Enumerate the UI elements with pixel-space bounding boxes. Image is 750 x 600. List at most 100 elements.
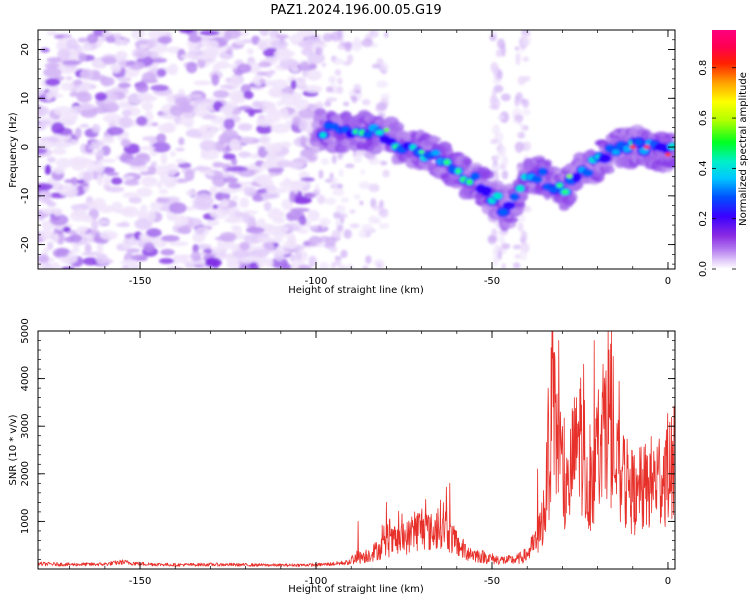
- spectrogram-blob: [571, 172, 582, 183]
- spectrogram-blob: [487, 234, 498, 245]
- spectrogram-blob: [76, 91, 93, 103]
- spectrogram-blob: [501, 262, 506, 269]
- spectrogram-blob: [53, 34, 64, 40]
- spectrogram-blob: [96, 243, 104, 255]
- spectrogram-blob: [300, 149, 315, 158]
- spectrogram-blob: [38, 253, 50, 264]
- spectrogram-blob: [272, 217, 286, 224]
- spectrogram-blob: [300, 61, 310, 72]
- spectrogram-blob: [46, 156, 56, 163]
- spectrogram-blob: [186, 61, 198, 74]
- spectrogram-blob: [99, 230, 118, 240]
- spectrogram-blob: [225, 166, 244, 172]
- spectrogram-blob: [80, 68, 94, 80]
- spectrogram-blob: [492, 78, 502, 84]
- spectrogram-blob: [61, 60, 82, 66]
- spectrogram-blob: [521, 34, 532, 47]
- spectrogram-blob: [70, 204, 89, 211]
- spectrogram-blob: [232, 249, 249, 259]
- spectrogram-blob: [147, 30, 167, 39]
- spectrogram-blob: [114, 51, 126, 61]
- spectrogram-blob: [143, 242, 155, 253]
- spectrogram-blob: [42, 265, 54, 269]
- spectrogram-blobs: [38, 30, 675, 269]
- spectrogram-blob: [136, 187, 153, 198]
- spectrogram-blob: [105, 172, 120, 177]
- spectrogram-blob: [222, 129, 239, 142]
- spectrogram-blob: [51, 122, 65, 134]
- spectrogram-blob: [103, 176, 111, 187]
- spectrogram-blob: [502, 201, 516, 210]
- spectrogram-blob: [100, 76, 115, 87]
- spectrogram-blob: [334, 69, 342, 76]
- snr-y-tick-label: 1000: [20, 509, 31, 534]
- spectrogram-blob: [289, 254, 296, 262]
- spectrogram-blob: [175, 158, 186, 164]
- spectrogram-blob: [82, 171, 92, 183]
- spectrogram-blob: [623, 145, 632, 153]
- spectrogram-blob: [321, 62, 327, 68]
- spectrogram-blob: [60, 82, 74, 91]
- spectrogram-blob: [382, 169, 390, 178]
- spectrogram-blob: [61, 266, 75, 269]
- spectrogram-blob: [360, 169, 365, 175]
- spectrogram-blob: [230, 225, 242, 230]
- spectrogram-blob: [224, 30, 242, 40]
- colorbar-gradient: [712, 30, 736, 269]
- spectrogram-blob: [158, 188, 168, 195]
- spectrogram-blob: [320, 157, 330, 165]
- spectrogram-blob: [522, 141, 532, 152]
- spectrogram-blob: [276, 101, 284, 107]
- spectrogram-blob: [232, 195, 239, 201]
- spectrogram-blob: [501, 155, 509, 167]
- spectrogram-blob: [279, 180, 299, 189]
- spectrogram-blob: [106, 126, 124, 136]
- spectrogram-blob: [69, 156, 89, 165]
- spectrogram-blob: [349, 209, 356, 214]
- spectrogram-blob: [428, 136, 442, 143]
- spectrogram-y-tick-label: -20: [20, 236, 31, 252]
- spectrogram-blob: [126, 248, 141, 253]
- spectrogram-blob: [95, 162, 105, 174]
- snr-x-tick-label: -100: [305, 576, 328, 587]
- spectrogram-blob: [166, 266, 184, 269]
- spectrogram-blob: [41, 196, 51, 204]
- spectrogram-blob: [498, 208, 509, 216]
- spectrogram-blob: [379, 62, 389, 72]
- spectrogram-blob: [495, 49, 502, 58]
- spectrogram-blob: [300, 135, 307, 148]
- spectrogram-blob: [134, 218, 153, 230]
- spectrogram-blob: [307, 52, 325, 64]
- spectrogram-blob: [47, 241, 54, 251]
- spectrogram-blob: [498, 236, 506, 244]
- spectrogram-blob: [270, 257, 289, 269]
- spectrogram-blob: [517, 141, 522, 148]
- spectrogram-blob: [338, 169, 344, 177]
- spectrogram-blob: [232, 91, 247, 104]
- spectrogram-blob: [117, 101, 131, 109]
- spectrogram-blob: [271, 79, 289, 90]
- spectrogram-blob: [149, 201, 164, 211]
- spectrogram-blob: [122, 238, 133, 250]
- spectrogram-x-tick-label: -150: [129, 276, 152, 287]
- spectrogram-blob: [96, 148, 105, 158]
- spectrogram-blob: [514, 113, 523, 120]
- spectrogram-blob: [286, 232, 296, 243]
- spectrogram-blob: [49, 214, 69, 226]
- spectrogram-blob: [322, 32, 333, 42]
- spectrogram-blob: [315, 183, 320, 194]
- spectrogram-blob: [110, 177, 123, 185]
- spectrogram-blob: [359, 200, 364, 206]
- spectrogram-blob: [503, 216, 519, 224]
- spectrogram-blob: [517, 75, 526, 86]
- spectrogram-blob: [134, 152, 151, 164]
- spectrogram-blob: [160, 248, 175, 256]
- spectrogram-blob: [78, 103, 92, 111]
- spectrogram-blob: [190, 251, 202, 262]
- spectrogram-blob: [62, 226, 71, 233]
- spectrogram-blob: [44, 62, 60, 69]
- spectrogram-blob: [501, 170, 509, 180]
- spectrogram-blob: [160, 240, 167, 247]
- spectrogram-blob: [165, 176, 179, 187]
